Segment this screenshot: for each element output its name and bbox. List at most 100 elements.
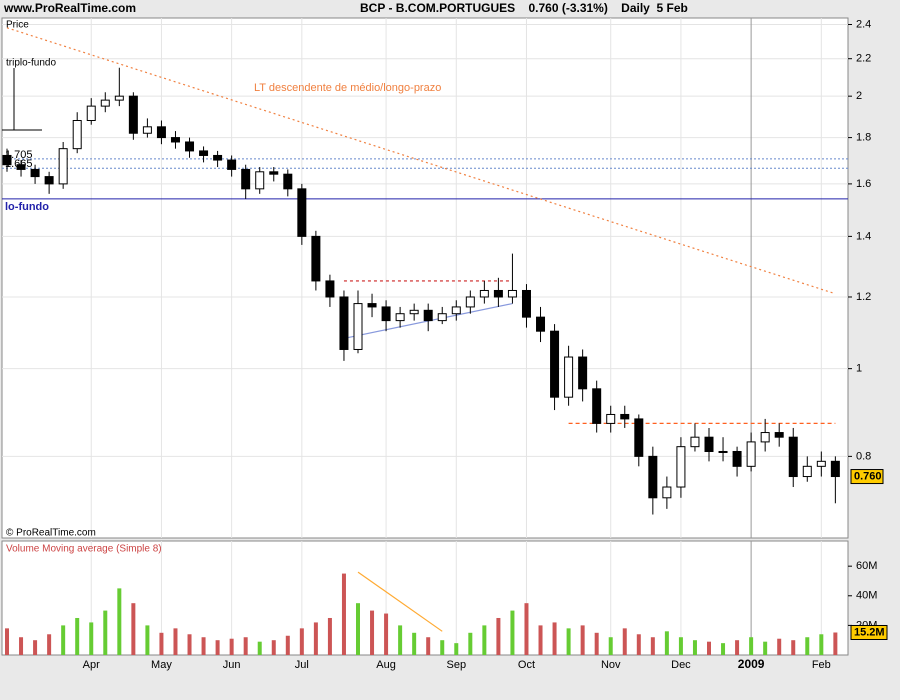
volume-bar (721, 643, 726, 655)
y-tick-label: 1.2 (856, 291, 871, 303)
candle-body (185, 141, 195, 152)
volume-bar (805, 637, 810, 655)
candle-body (199, 150, 209, 156)
level-label: lo-fundo (5, 201, 49, 213)
volume-bar (678, 637, 683, 655)
candle-body (690, 436, 700, 448)
candle-body (241, 168, 251, 190)
volume-bar (510, 610, 515, 655)
volume-bar (299, 628, 304, 655)
volume-bar (791, 640, 796, 655)
candle-body (592, 388, 602, 424)
candle-body (536, 316, 546, 332)
volume-bar (341, 573, 346, 655)
volume-bar (454, 643, 459, 655)
volume-bar (412, 632, 417, 655)
trendline (357, 571, 443, 632)
volume-panel (1, 540, 849, 656)
x-tick-label: Oct (518, 659, 535, 671)
candle-body (255, 171, 265, 190)
annotation: triplo-fundo (6, 58, 56, 69)
candle-body (227, 159, 237, 170)
y-tick-label: 1.4 (856, 230, 871, 242)
volume-bar (47, 634, 52, 655)
volume-bar (650, 637, 655, 655)
price-marker-label: 0.760 (854, 470, 882, 482)
candle-body (802, 465, 812, 478)
volume-bar (271, 640, 276, 655)
x-tick-label: Jul (295, 659, 309, 671)
volume-bar (468, 632, 473, 655)
y-tick-label: 2.4 (856, 18, 871, 30)
level-label: 1.665 (5, 158, 33, 170)
volume-bar (833, 632, 838, 655)
volume-bar (636, 634, 641, 655)
x-tick-label: Feb (812, 659, 831, 671)
volume-bar (692, 640, 697, 655)
volume-bar (749, 637, 754, 655)
volume-bar (285, 635, 290, 655)
candle-body (788, 436, 798, 478)
candle-body (2, 154, 12, 166)
volume-bar (327, 617, 332, 655)
candle-body (128, 95, 138, 134)
volume-bar (496, 617, 501, 655)
volume-bar (566, 628, 571, 655)
candle-body (606, 413, 616, 424)
volume-bar (229, 638, 234, 655)
volume-marker-label: 15.2M (854, 626, 885, 638)
candle-body (72, 119, 82, 150)
y-tick-label: 2.2 (856, 53, 871, 65)
x-tick-label: Aug (376, 659, 396, 671)
volume-bar (552, 622, 557, 655)
x-tick-label: Sep (446, 659, 466, 671)
trendline-label: LT descendente de médio/longo-prazo (254, 82, 441, 94)
candle-body (564, 356, 574, 398)
y-tick-label: 60M (856, 560, 877, 572)
candle-body (479, 289, 489, 298)
volume-bar (356, 603, 360, 655)
volume-bar (313, 622, 318, 655)
candle-body (634, 418, 644, 457)
volume-bar (370, 610, 375, 655)
volume-bar (33, 640, 38, 655)
price-marker (850, 469, 884, 485)
volume-bar (75, 617, 80, 655)
level-label: 1.705 (5, 149, 33, 161)
y-tick-label: 0.8 (856, 450, 871, 462)
candle-body (760, 432, 770, 443)
volume-bar (384, 613, 389, 655)
y-tick-label: 1 (856, 363, 862, 375)
copyright: © ProRealTime.com (6, 528, 96, 539)
candle-body (311, 235, 321, 282)
candle-body (156, 126, 166, 139)
candle-body (213, 154, 223, 161)
candle-body (521, 289, 531, 318)
x-tick-label: Apr (83, 659, 100, 671)
candle-body (507, 289, 517, 298)
candle-body (395, 313, 405, 322)
volume-bar (117, 588, 122, 655)
volume-bar (173, 628, 178, 655)
volume-bar (538, 625, 543, 655)
volume-bar (819, 634, 824, 655)
candle-body (367, 303, 377, 308)
candle-body (746, 441, 756, 467)
candle-body (297, 188, 307, 237)
candle-body (732, 450, 742, 467)
candle-body (676, 446, 686, 488)
volume-bar (580, 625, 585, 655)
x-tick-label: 2009 (738, 657, 765, 671)
volume-bar (103, 610, 108, 655)
candle-body (325, 280, 335, 298)
volume-bar (594, 632, 599, 655)
candle-body (353, 303, 363, 350)
trendline (6, 27, 836, 295)
volume-bar (5, 628, 9, 655)
candle-body (170, 137, 180, 143)
volume-marker (850, 624, 888, 640)
candle-body (774, 432, 784, 438)
candle-body (142, 126, 152, 134)
